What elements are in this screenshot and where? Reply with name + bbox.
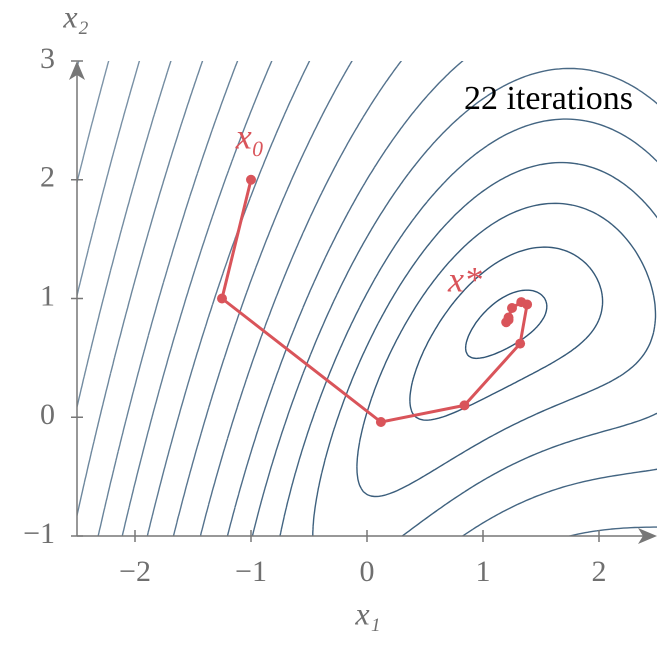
optimum-label: x* (447, 259, 482, 299)
iterate (503, 314, 514, 325)
y-tick-label: −1 (23, 517, 55, 550)
contour-line (199, 61, 403, 536)
contour-line (77, 61, 80, 71)
iterate (217, 293, 227, 304)
x-label: x₁ (354, 595, 380, 631)
contours (77, 61, 657, 536)
y-tick-label: 1 (40, 279, 55, 312)
y-arrow (69, 61, 85, 80)
contour-line (77, 61, 172, 410)
iterate (516, 297, 527, 308)
iterate (459, 400, 470, 411)
contour-line (97, 61, 239, 536)
x-tick-label: 1 (476, 555, 491, 588)
contour-line (172, 61, 353, 536)
x-tick-label: −1 (235, 555, 267, 588)
iteration-path (220, 179, 529, 424)
contour-line (77, 61, 141, 299)
x-arrow (638, 528, 657, 544)
contour-line (77, 61, 204, 519)
x-tick-label: 0 (360, 555, 375, 588)
contour-line (356, 202, 657, 498)
contour-line (409, 246, 604, 421)
contour-line (279, 118, 657, 536)
iterate (507, 303, 517, 313)
iterate (515, 338, 526, 349)
chart-title: 22 iterations (464, 80, 633, 117)
contour-line (312, 161, 657, 536)
y-tick-label: 0 (40, 398, 55, 431)
contour-line (121, 61, 273, 536)
y-label: x₂ (62, 0, 88, 34)
contour-line (251, 67, 657, 536)
x-tick-label: 2 (592, 555, 607, 588)
start-label: x₀ (235, 116, 265, 156)
y-tick-label: 3 (40, 42, 55, 75)
contour-line (77, 61, 110, 186)
contour-line (146, 61, 311, 536)
contour-line (226, 61, 464, 536)
iterate (375, 417, 386, 427)
y-tick-label: 2 (40, 161, 55, 194)
x-tick-label: −2 (119, 555, 151, 588)
iterate (246, 174, 256, 185)
